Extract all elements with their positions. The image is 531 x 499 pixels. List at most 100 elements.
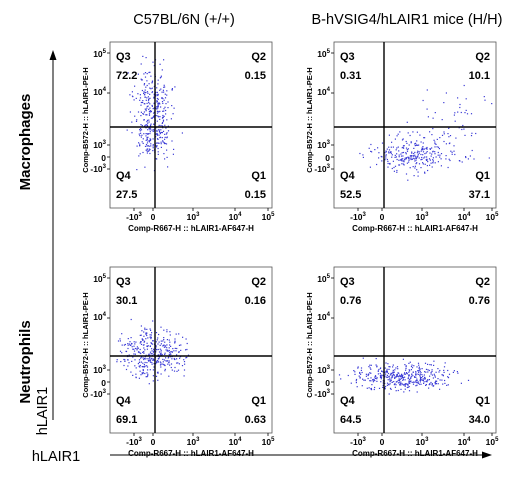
event-dot	[380, 376, 382, 378]
event-dot	[165, 345, 167, 347]
event-dot	[359, 376, 361, 378]
event-dot	[429, 164, 431, 166]
y-axis-label: Comp-B572-H :: hLAIR1-PE-H	[305, 67, 314, 172]
event-dot	[405, 152, 407, 154]
event-dot	[388, 393, 390, 395]
y-tick-label: 103	[93, 365, 106, 375]
event-dot	[156, 130, 158, 133]
event-dot	[439, 388, 441, 390]
event-dot	[157, 116, 160, 118]
event-dot	[164, 352, 166, 354]
quadrant-label-q2: Q2	[475, 276, 490, 288]
event-dot	[434, 376, 436, 378]
event-dot	[405, 366, 407, 368]
event-dot	[400, 384, 402, 386]
event-dot	[405, 153, 407, 155]
event-dot	[426, 165, 428, 167]
event-dot	[136, 346, 138, 348]
event-dot	[400, 159, 402, 161]
event-dot	[135, 377, 137, 379]
event-dot	[404, 159, 406, 161]
event-dot	[414, 165, 416, 167]
event-dot	[148, 360, 150, 362]
event-dot	[436, 146, 438, 148]
event-dot	[165, 109, 167, 112]
event-dot	[423, 381, 425, 383]
event-dot	[158, 351, 161, 353]
event-dot	[423, 374, 425, 376]
event-dot	[148, 383, 150, 385]
event-dot	[170, 118, 172, 120]
event-dot	[145, 86, 147, 88]
event-dot	[141, 89, 143, 92]
event-dot	[151, 361, 153, 364]
event-dot	[426, 158, 428, 160]
event-dot	[457, 372, 459, 374]
event-dot	[164, 86, 166, 88]
event-dot	[414, 376, 416, 378]
event-dot	[384, 382, 386, 384]
event-dot	[427, 371, 429, 373]
event-dot	[164, 341, 166, 343]
event-dot	[420, 167, 422, 169]
event-dot	[379, 372, 381, 375]
event-dot	[144, 124, 146, 127]
event-dot	[384, 375, 386, 377]
event-dot	[163, 339, 165, 341]
event-dot	[415, 159, 417, 161]
event-dot	[429, 375, 431, 377]
event-dot	[418, 364, 420, 366]
event-dot	[391, 141, 393, 143]
event-dot	[150, 336, 152, 338]
event-dot	[139, 348, 141, 351]
event-dot	[144, 349, 146, 351]
event-dot	[406, 157, 408, 159]
quadrant-value-q4: 52.5	[340, 189, 361, 201]
event-dot	[142, 138, 144, 140]
event-dot	[140, 63, 142, 65]
event-dot	[400, 381, 402, 383]
event-dot	[160, 124, 162, 127]
y-tick-label: -103	[90, 389, 106, 399]
event-dot	[420, 372, 422, 374]
x-tick-label: 0	[380, 212, 385, 222]
event-dot	[414, 145, 416, 147]
event-dot	[149, 361, 152, 363]
event-dot	[140, 352, 142, 355]
event-dot	[177, 362, 179, 364]
event-dot	[398, 378, 400, 380]
event-dot	[136, 145, 138, 147]
event-dot	[366, 387, 368, 389]
event-dot	[183, 359, 185, 361]
event-dot	[419, 134, 421, 136]
event-dot	[163, 59, 165, 61]
event-dot	[166, 339, 168, 341]
event-dot	[117, 340, 120, 342]
event-dot	[160, 75, 162, 77]
y-tick-label: 0	[325, 378, 330, 388]
event-dot	[411, 381, 413, 383]
event-dot	[135, 373, 137, 375]
event-dot	[149, 97, 151, 99]
event-dot	[356, 386, 358, 388]
event-dot	[432, 157, 434, 159]
event-dot	[156, 87, 158, 89]
event-dot	[157, 104, 159, 106]
event-dot	[367, 374, 369, 376]
event-dot	[408, 159, 410, 161]
event-dot	[142, 142, 144, 144]
event-dot	[386, 384, 388, 386]
quadrant-value-q3: 0.31	[340, 70, 361, 82]
event-dot	[148, 145, 150, 147]
event-dot	[402, 146, 404, 148]
event-dot	[387, 372, 390, 375]
event-dot	[424, 172, 426, 174]
event-dot	[156, 360, 158, 362]
event-dot	[159, 118, 161, 120]
event-dot	[448, 142, 450, 145]
event-dot	[156, 120, 158, 122]
event-dot	[160, 353, 163, 355]
event-dot	[155, 332, 158, 334]
event-dot	[164, 346, 166, 348]
event-dot	[135, 341, 137, 343]
